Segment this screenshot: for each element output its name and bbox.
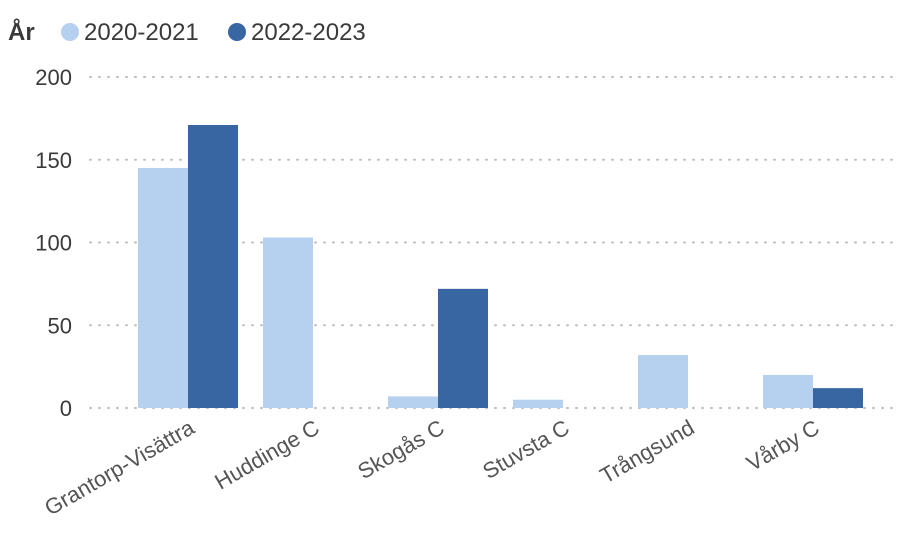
y-tick-label: 200 [35, 65, 72, 90]
bar[interactable] [188, 124, 238, 409]
y-axis: 0 50 100 150 200 [35, 65, 72, 421]
legend-marker [61, 23, 79, 41]
bar[interactable] [813, 388, 863, 408]
x-tick-label: Stuvsta C [478, 415, 573, 484]
x-axis: Grantorp-Visättra Huddinge C Skogås C Stuvs… [40, 414, 823, 520]
y-tick-label: 50 [48, 313, 72, 338]
x-tick-label: Trångsund [596, 415, 699, 489]
bar[interactable] [263, 237, 313, 408]
bar[interactable] [388, 396, 438, 408]
legend-label: 2022-2023 [251, 19, 366, 46]
legend-label: 2020-2021 [84, 19, 199, 46]
x-tick-label: Skogås C [353, 415, 448, 484]
y-tick-label: 100 [35, 231, 72, 256]
x-tick-label: Grantorp-Visättra [40, 414, 199, 520]
bar[interactable] [438, 288, 488, 408]
bar[interactable] [638, 355, 688, 408]
x-tick-label: Vårby C [742, 415, 823, 476]
bar[interactable] [513, 399, 563, 408]
legend-item[interactable]: 2020-2021 [61, 19, 199, 46]
legend-marker [228, 23, 246, 41]
bar[interactable] [138, 168, 188, 408]
legend: År 2020-2021 2022-2023 [8, 18, 366, 46]
legend-title: År [8, 18, 35, 46]
legend-item[interactable]: 2022-2023 [228, 19, 366, 46]
bars [138, 124, 863, 409]
x-tick-label: Huddinge C [210, 415, 323, 495]
bar[interactable] [763, 374, 813, 408]
y-tick-label: 150 [35, 148, 72, 173]
y-tick-label: 0 [60, 396, 72, 421]
